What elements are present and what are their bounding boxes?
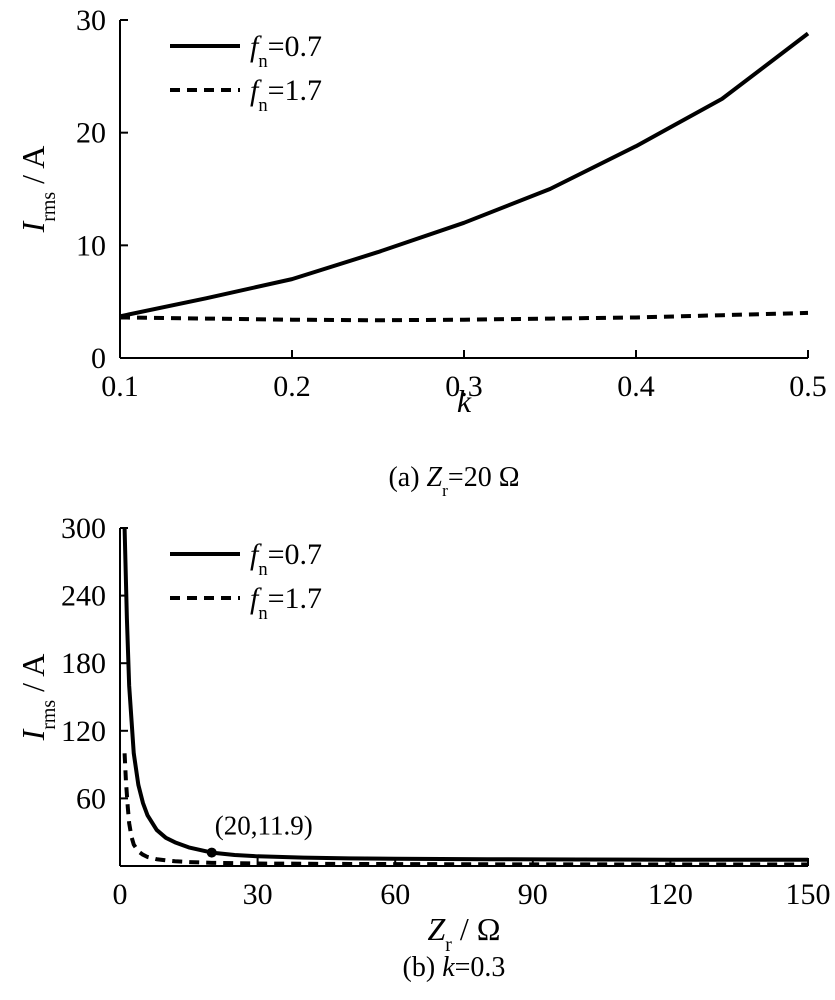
legend-label-fn-0-7-text: =0.7 bbox=[268, 538, 322, 571]
x-tick-label: 30 bbox=[243, 878, 273, 911]
legend-label-fn-0-7-text: =0.7 bbox=[268, 30, 322, 63]
y-tick-label: 60 bbox=[76, 782, 106, 815]
panel-caption-variable: Z bbox=[427, 462, 443, 493]
y-axis-title: Irms / A bbox=[15, 654, 60, 742]
y-axis-title-subscript: rms bbox=[38, 192, 60, 222]
panel-caption-text: =0.3 bbox=[455, 952, 506, 983]
legend-label-fn-0-7: fn=0.7 bbox=[250, 30, 322, 72]
annotation-point bbox=[206, 847, 217, 858]
chart-panel-a: 0.1 0.2 0.3 0.4 0.5 0 10 20 30 k Irms / A (a) Zr=20… bbox=[15, 4, 827, 500]
y-axis-title-variable: I bbox=[15, 728, 51, 741]
x-tick-label: 0.3 bbox=[445, 370, 483, 403]
x-tick-label: 0.1 bbox=[101, 370, 139, 403]
y-axis-title: Irms / A bbox=[15, 146, 60, 234]
legend-label-fn-1-7-subscript: n bbox=[258, 603, 268, 624]
x-tick-label: 0.5 bbox=[789, 370, 827, 403]
legend-label-fn-0-7-subscript: n bbox=[258, 51, 268, 72]
x-axis-title-variable: k bbox=[457, 383, 472, 419]
series-line-fn-1-7 bbox=[119, 310, 809, 323]
y-tick-label: 180 bbox=[61, 647, 106, 680]
y-tick-label: 0 bbox=[91, 342, 106, 375]
panel-caption-prefix: (a) bbox=[388, 462, 426, 493]
x-axis-title-subscript: r bbox=[445, 934, 452, 956]
y-axis-title-variable: I bbox=[15, 220, 51, 233]
x-tick-label: 150 bbox=[786, 878, 831, 911]
panel-caption-variable: k bbox=[442, 952, 455, 983]
series-line-fn-1-7 bbox=[122, 753, 809, 867]
panel-caption-prefix: (b) bbox=[403, 952, 443, 983]
panel-caption: (a) Zr=20 Ω bbox=[388, 462, 519, 500]
y-tick-label: 20 bbox=[76, 117, 106, 150]
series-line-fn-0-7 bbox=[119, 31, 810, 319]
x-tick-label: 0.2 bbox=[273, 370, 311, 403]
legend-label-fn-1-7-text: =1.7 bbox=[268, 74, 322, 107]
x-axis-title-variable: Z bbox=[427, 911, 446, 947]
annotation-label: (20,11.9) bbox=[215, 811, 313, 841]
x-tick-label: 60 bbox=[380, 878, 410, 911]
y-tick-label: 300 bbox=[61, 512, 106, 545]
legend-label-fn-1-7-subscript: n bbox=[258, 95, 268, 116]
x-axis-title: Zr / Ω bbox=[427, 911, 500, 956]
y-axis-title-text: / A bbox=[15, 654, 51, 700]
y-axis-title-subscript: rms bbox=[38, 700, 60, 730]
legend-label-fn-0-7-subscript: n bbox=[258, 559, 268, 580]
panel-caption-subscript: r bbox=[442, 481, 448, 500]
x-tick-label: 0.4 bbox=[617, 370, 655, 403]
x-tick-label: 120 bbox=[648, 878, 693, 911]
chart-panel-b: 0 30 60 90 120 150 60 120 180 240 300 Zr / Ω Irms / … bbox=[15, 512, 831, 983]
legend-label-fn-0-7: fn=0.7 bbox=[250, 538, 322, 580]
panel-caption-text: =20 Ω bbox=[448, 462, 520, 493]
y-tick-label: 10 bbox=[76, 229, 106, 262]
x-tick-label: 90 bbox=[518, 878, 548, 911]
legend-label-fn-1-7-text: =1.7 bbox=[268, 582, 322, 615]
x-tick-label: 0 bbox=[113, 878, 128, 911]
x-axis-title: k bbox=[457, 383, 472, 419]
x-axis-title-text: / Ω bbox=[452, 911, 501, 947]
series-line-fn-0-7 bbox=[122, 527, 809, 862]
panel-caption: (b) k=0.3 bbox=[403, 952, 506, 983]
y-tick-label: 30 bbox=[76, 4, 106, 37]
legend-label-fn-1-7: fn=1.7 bbox=[250, 582, 322, 624]
y-tick-label: 240 bbox=[61, 580, 106, 613]
legend-label-fn-1-7: fn=1.7 bbox=[250, 74, 322, 116]
y-axis-title-text: / A bbox=[15, 146, 51, 192]
y-tick-label: 120 bbox=[61, 715, 106, 748]
